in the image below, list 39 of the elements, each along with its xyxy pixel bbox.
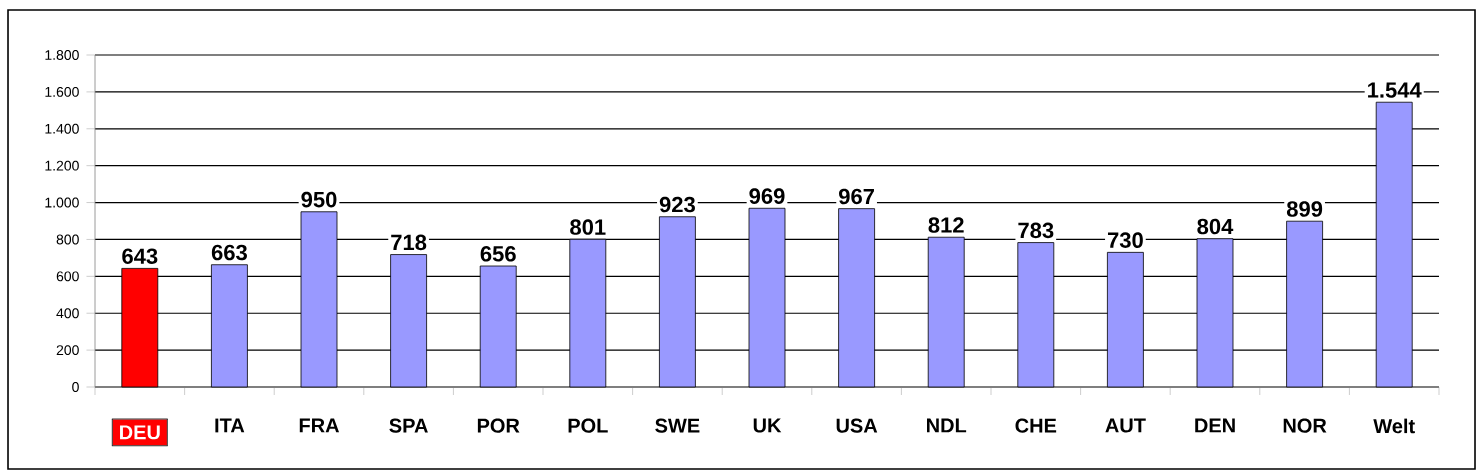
x-tick-label: USA xyxy=(836,418,878,433)
x-tick-label: POR xyxy=(477,418,520,433)
data-label: 969 xyxy=(749,188,785,204)
data-label: 801 xyxy=(570,219,606,235)
x-tick-label: POL xyxy=(568,418,608,433)
y-tick-label: 1.800 xyxy=(45,50,79,60)
data-label: 812 xyxy=(928,217,964,233)
x-tick-label: AUT xyxy=(1105,418,1146,433)
y-tick-label: 0 xyxy=(72,382,79,392)
data-label: 783 xyxy=(1018,222,1054,239)
x-tick-label: DEN xyxy=(1195,418,1235,433)
x-tick-label: FRA xyxy=(299,418,340,433)
y-tick-label: 1.600 xyxy=(45,86,79,97)
y-tick-label: 800 xyxy=(56,234,79,245)
y-tick-label: 600 xyxy=(56,271,79,282)
data-label: 663 xyxy=(211,244,247,261)
data-label: 923 xyxy=(659,196,695,213)
x-tick-label: Welt xyxy=(1373,418,1415,434)
data-label: 899 xyxy=(1286,201,1323,217)
data-label: 1.544 xyxy=(1368,82,1422,98)
x-tick-label: SPA xyxy=(389,418,428,433)
y-tick-label: 1.000 xyxy=(45,197,79,208)
data-label: 643 xyxy=(122,248,158,265)
data-label: 967 xyxy=(839,188,874,205)
y-tick-label: 400 xyxy=(56,308,79,319)
data-label: 656 xyxy=(480,246,516,262)
y-tick-label: 1.200 xyxy=(45,160,79,171)
y-tick-label: 1.400 xyxy=(45,123,79,134)
x-tick-label: ITA xyxy=(215,418,245,433)
x-tick-label: UK xyxy=(753,418,782,433)
x-tick-label: SWE xyxy=(655,418,700,433)
y-tick-label: 200 xyxy=(56,345,79,356)
x-tick-label: NDL xyxy=(927,418,967,433)
data-label: 804 xyxy=(1197,218,1234,235)
x-tick-label: NOR xyxy=(1283,418,1327,433)
data-label: 730 xyxy=(1107,232,1143,248)
data-label: 718 xyxy=(391,234,427,251)
data-label: 950 xyxy=(301,191,337,208)
x-tick-label: CHE xyxy=(1015,418,1057,433)
